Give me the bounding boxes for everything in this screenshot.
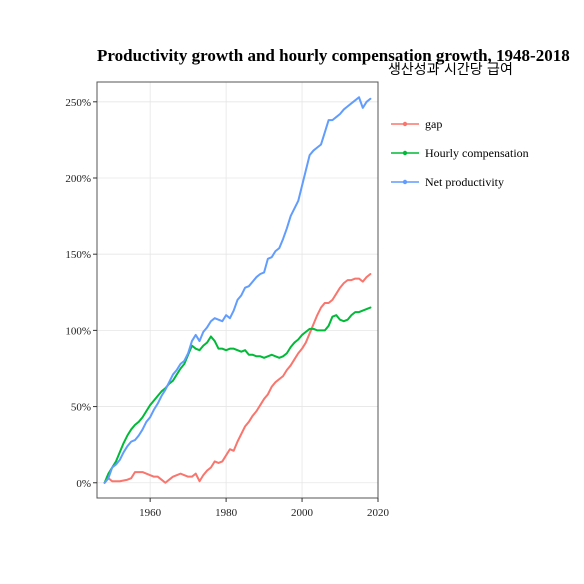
x-axis: 1960 1980 2000 2020 (139, 498, 390, 519)
legend: gap Hourly compensation Net productivity (391, 117, 529, 189)
y-tick-label: 250% (65, 97, 91, 109)
series-line-gap (103, 273, 372, 484)
x-tick-label: 2000 (291, 507, 314, 519)
plot-area (96, 81, 379, 499)
y-tick-label: 150% (65, 249, 91, 261)
x-tick-label: 1960 (139, 507, 162, 519)
legend-label-gap: gap (425, 117, 442, 131)
legend-marker-hourly-compensation (402, 150, 408, 156)
legend-label-net-productivity: Net productivity (425, 175, 504, 189)
series-line-hourly-compensation (103, 306, 372, 484)
x-tick-label: 2020 (367, 507, 390, 519)
y-tick-label: 0% (76, 478, 91, 490)
y-tick-label: 100% (65, 325, 91, 337)
legend-marker-net-productivity (402, 179, 408, 185)
grid (97, 82, 379, 498)
x-tick-label: 1980 (215, 507, 238, 519)
panel-border (96, 81, 379, 499)
series-layer (103, 96, 372, 484)
y-axis: 0% 50% 100% 150% 200% 250% (65, 97, 97, 490)
chart-title: Productivity growth and hourly compensat… (97, 46, 570, 65)
chart-subtitle: 생산성과 시간당 급여 (388, 62, 513, 78)
legend-marker-gap (402, 121, 408, 127)
series-line-net-productivity (103, 96, 372, 484)
legend-item-gap: gap (391, 117, 442, 131)
y-tick-label: 50% (71, 402, 91, 414)
legend-label-hourly-compensation: Hourly compensation (425, 146, 529, 160)
legend-item-hourly-compensation: Hourly compensation (391, 146, 529, 160)
legend-item-net-productivity: Net productivity (391, 175, 504, 189)
y-tick-label: 200% (65, 173, 91, 185)
